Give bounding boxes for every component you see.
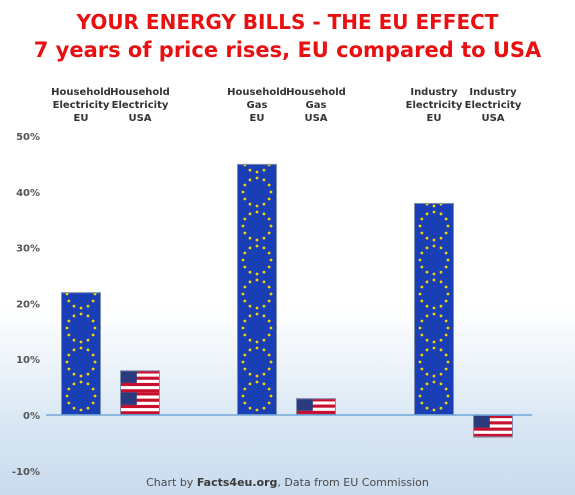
bar-1 xyxy=(120,370,160,415)
source-prefix: Chart by xyxy=(146,476,197,489)
category-label-industry-electricity-eu: Industry Electricity EU xyxy=(405,87,463,124)
bar-3 xyxy=(296,398,336,416)
category-label-household-gas-eu: Household Gas EU xyxy=(227,87,287,124)
bar-5 xyxy=(473,415,513,438)
y-tick-label: 50% xyxy=(16,132,40,143)
y-tick-label: 10% xyxy=(16,355,40,366)
y-tick-label: 40% xyxy=(16,188,40,199)
category-label-household-electricity-eu: Household Electricity EU xyxy=(51,87,111,124)
source-brand: Facts4eu.org xyxy=(196,476,278,489)
category-label-household-gas-usa: Household Gas USA xyxy=(286,87,346,124)
y-tick-label: 20% xyxy=(16,299,40,310)
source-suffix: , Data from EU Commission xyxy=(277,476,429,489)
category-label-household-electricity-usa: Household Electricity USA xyxy=(110,87,170,124)
bar-2 xyxy=(237,163,277,415)
chart-source: Chart by Facts4eu.org, Data from EU Comm… xyxy=(0,476,575,489)
bar-0 xyxy=(61,292,101,415)
y-tick-label: 30% xyxy=(16,244,40,255)
chart-subtitle: 7 years of price rises, EU compared to U… xyxy=(33,38,542,62)
bar-4 xyxy=(414,202,454,415)
chart-title: YOUR ENERGY BILLS - THE EU EFFECT xyxy=(76,10,499,34)
y-tick-label: -10% xyxy=(12,467,40,478)
category-label-industry-electricity-usa: Industry Electricity USA xyxy=(464,87,522,124)
y-tick-label: 0% xyxy=(23,411,40,422)
